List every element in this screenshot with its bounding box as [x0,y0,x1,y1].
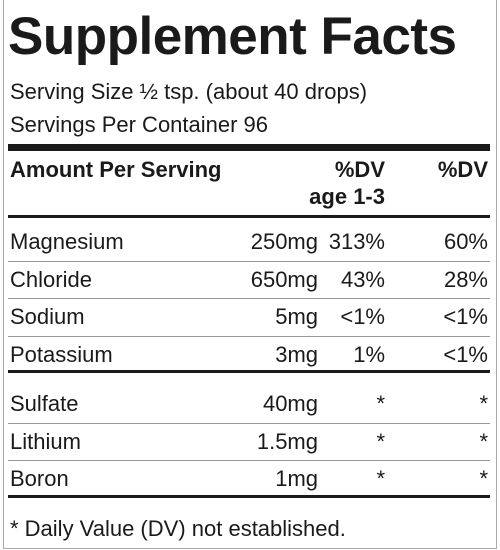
dv-child: 1% [353,341,385,367]
amount: 250mg [250,229,318,254]
amount: 3mg [275,341,318,367]
dv-child: * [376,428,385,454]
thin-rule [8,335,490,337]
amount: 40mg [262,391,318,416]
amount: 5mg [275,304,318,330]
dv-child-header: %DV [334,157,385,182]
serving-size: Serving Size ½ tsp. (about 40 drops) [10,79,368,104]
dv: 60% [443,229,488,254]
frame [3,0,497,549]
thin-rule [8,460,490,462]
amount: 1.5mg [256,428,318,454]
medium-rule [8,215,490,218]
nutrient-name: Magnesium [10,229,124,254]
dv-child-age: age 1-3 [309,184,385,209]
dv: <1% [443,304,488,330]
bottom-rule [8,494,490,498]
dv-child: * [376,391,385,416]
thin-rule [8,298,490,300]
nutrient-name: Sodium [10,304,85,330]
dv: * [479,466,488,492]
dv: <1% [443,341,488,367]
dv: * [479,428,488,454]
dv-child: <1% [340,304,385,330]
thick-rule [8,144,490,151]
nutrient-name: Boron [10,466,69,492]
amount: 1mg [275,466,318,492]
dv-child: 313% [328,229,385,254]
dv-child: 43% [340,266,385,292]
nutrient-name: Sulfate [10,391,79,416]
thin-rule [8,260,490,262]
thin-rule [8,422,490,424]
footnote: * Daily Value (DV) not established. [10,516,346,541]
nutrient-name: Potassium [10,341,113,367]
dv-child: * [376,466,385,492]
amount: 650mg [250,266,318,292]
dv: 28% [443,266,488,292]
nutrient-name: Chloride [10,266,92,292]
title: Supplement Facts [8,7,457,66]
medium-rule [8,370,490,374]
servings-per-container: Servings Per Container 96 [10,112,269,137]
amount-header: Amount Per Serving [10,157,222,182]
dv-header: %DV [437,157,488,182]
dv: * [479,391,488,416]
nutrient-name: Lithium [10,428,81,454]
